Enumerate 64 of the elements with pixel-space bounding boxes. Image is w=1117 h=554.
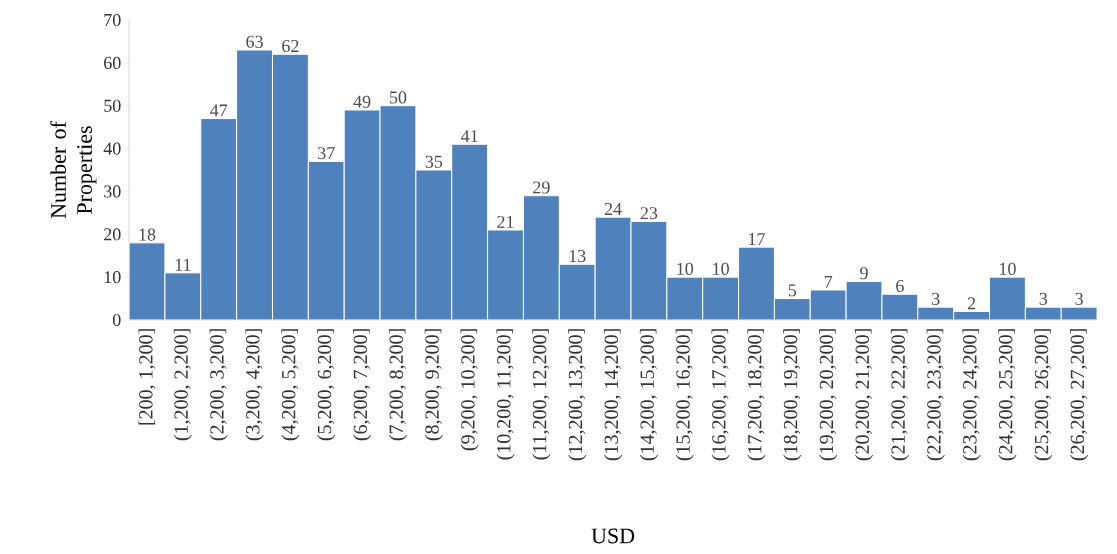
data-label: 18 xyxy=(139,228,156,241)
y-tick-label: 30 xyxy=(104,185,121,198)
data-label: 10 xyxy=(677,262,694,275)
y-tick-label: 40 xyxy=(103,142,121,155)
y-tick-label: 20 xyxy=(104,228,121,241)
data-label: 62 xyxy=(282,39,299,53)
x-tick-label: (16,200, 17,200] xyxy=(711,329,730,461)
data-label: 37 xyxy=(318,147,335,160)
data-label: 63 xyxy=(246,35,263,48)
x-tick-label: (26,200, 27,200] xyxy=(1070,329,1089,461)
x-tick-label: (6,200, 7,200] xyxy=(353,329,372,441)
data-label: 17 xyxy=(749,233,765,245)
data-label: 13 xyxy=(569,249,586,263)
x-tick-label: (13,200, 14,200] xyxy=(604,329,623,461)
data-label: 2 xyxy=(967,297,976,310)
data-label: 50 xyxy=(390,91,407,104)
data-label: 21 xyxy=(497,215,514,228)
x-tick-label: (21,200, 22,200] xyxy=(890,329,909,461)
data-label: 11 xyxy=(175,258,191,271)
x-tick-label: (25,200, 26,200] xyxy=(1034,329,1053,461)
data-label: 3 xyxy=(1075,292,1083,305)
x-tick-label: (7,200, 8,200] xyxy=(388,329,408,441)
x-tick-label: (11,200, 12,200] xyxy=(532,329,551,460)
data-label: 23 xyxy=(640,207,658,220)
x-tick-label: (19,200, 20,200] xyxy=(819,329,838,461)
y-tick-label: 50 xyxy=(104,99,121,112)
x-tick-label: (3,200, 4,200] xyxy=(245,329,264,441)
y-tick-label: 70 xyxy=(104,13,121,27)
x-tick-label: (1,200, 2,200] xyxy=(173,329,192,441)
x-tick-label: (12,200, 13,200] xyxy=(568,329,587,461)
x-tick-label: (20,200, 21,200] xyxy=(854,329,874,461)
data-label: 47 xyxy=(210,104,228,117)
y-tick-label: 60 xyxy=(104,56,121,69)
data-label: 7 xyxy=(824,276,833,288)
x-tick-label: [200, 1,200] xyxy=(138,329,156,425)
y-tick-label: 0 xyxy=(112,313,121,327)
y-axis-title: Number of Properties xyxy=(50,121,97,219)
x-tick-label: (22,200, 23,200] xyxy=(926,329,945,461)
x-tick-label: (14,200, 15,200] xyxy=(639,329,658,461)
x-tick-label: (9,200, 10,200] xyxy=(460,329,479,451)
data-label: 6 xyxy=(896,279,904,293)
x-tick-label: (24,200, 25,200] xyxy=(998,329,1017,461)
data-label: 41 xyxy=(461,130,478,143)
data-label: 29 xyxy=(533,181,550,194)
data-label: 3 xyxy=(1039,292,1048,305)
x-tick-label: (4,200, 5,200] xyxy=(281,329,300,441)
x-axis-title: USD xyxy=(591,528,635,544)
data-label: 9 xyxy=(860,267,868,280)
data-label: 10 xyxy=(713,262,729,275)
x-tick-label: (17,200, 18,200] xyxy=(747,329,766,461)
data-label: 10 xyxy=(1000,262,1016,275)
y-tick-label: 10 xyxy=(104,271,121,284)
data-label: 3 xyxy=(932,292,940,305)
data-label: 24 xyxy=(604,203,622,215)
x-tick-label: (2,200, 3,200] xyxy=(209,329,228,441)
data-label: 5 xyxy=(788,284,797,297)
data-label: 35 xyxy=(425,155,443,168)
x-tick-label: (8,200, 9,200] xyxy=(424,329,443,441)
x-tick-label: (23,200, 24,200] xyxy=(962,329,981,461)
x-tick-label: (15,200, 16,200] xyxy=(675,329,694,461)
x-tick-label: (18,200, 19,200] xyxy=(783,329,802,461)
data-label: 49 xyxy=(353,95,371,108)
x-tick-label: (10,200, 11,200] xyxy=(496,329,515,460)
x-tick-label: (5,200, 6,200] xyxy=(317,329,336,441)
